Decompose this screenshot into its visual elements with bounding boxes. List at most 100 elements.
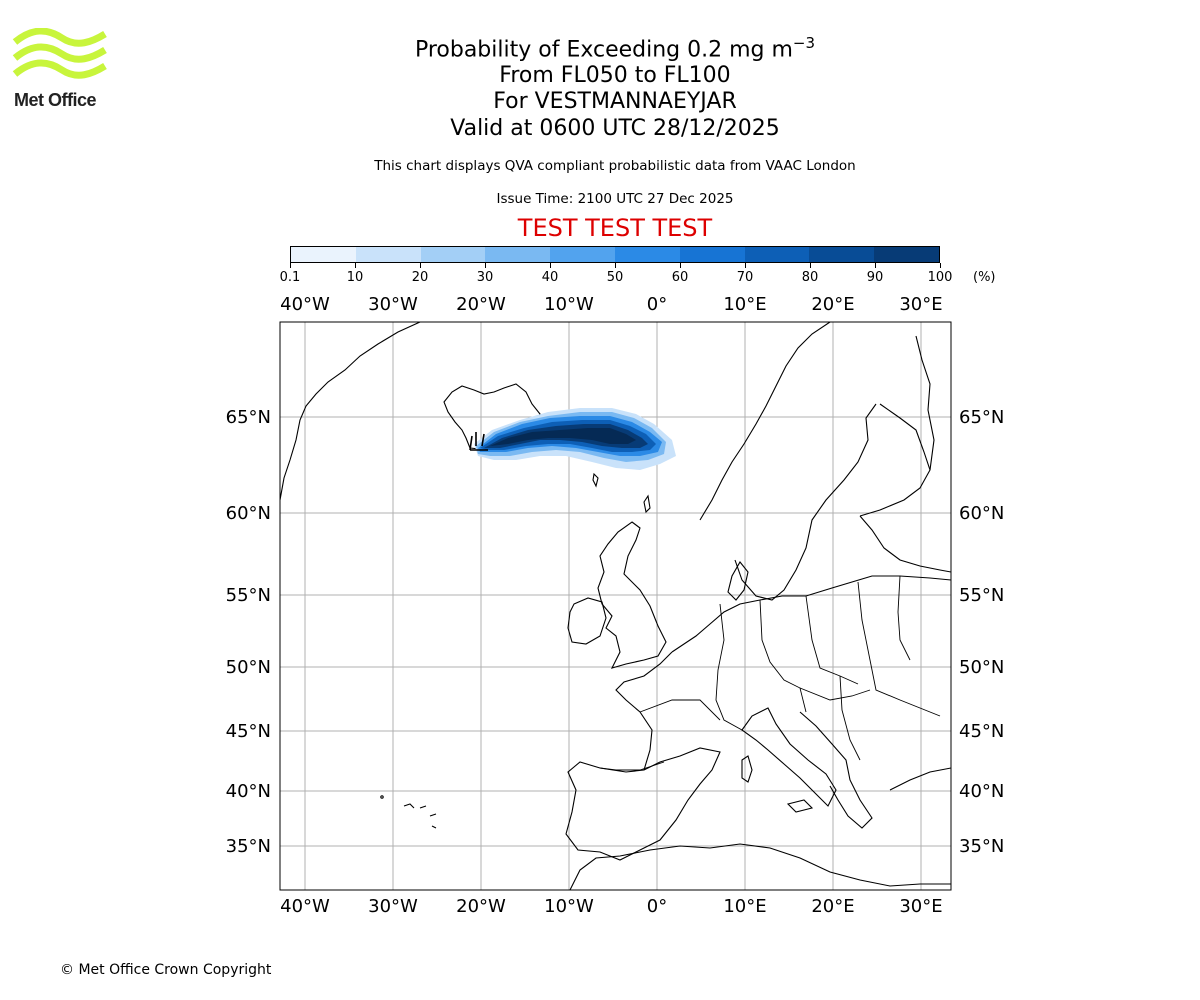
sicily xyxy=(786,799,814,813)
latitude-label: 55°N xyxy=(226,585,271,606)
colorbar-unit: (%) xyxy=(973,270,996,285)
latitude-label: 50°N xyxy=(959,657,1004,678)
greenland-coast xyxy=(280,322,421,501)
denmark-coast xyxy=(727,561,749,601)
test-banner: TEST TEST TEST xyxy=(517,214,713,242)
colorbar-segment xyxy=(291,247,356,262)
longitude-label: 20°E xyxy=(811,896,854,917)
longitude-label: 20°W xyxy=(456,896,506,917)
colorbar-tick xyxy=(745,263,746,268)
finland-east-border xyxy=(915,335,935,471)
scandinavia-coast xyxy=(699,322,831,521)
colorbar-segment xyxy=(744,247,810,262)
latitude-label: 50°N xyxy=(226,657,271,678)
colorbar-tick xyxy=(420,263,421,268)
title-line-3: For VESTMANNAEYJAR xyxy=(493,89,737,114)
latitude-label: 45°N xyxy=(226,721,271,742)
latitude-label: 60°N xyxy=(226,503,271,524)
colorbar-segment xyxy=(550,247,615,262)
great-britain-coast xyxy=(597,521,667,669)
logo-text: Met Office xyxy=(14,90,97,110)
azores-islands xyxy=(403,803,427,809)
title-line-4: Valid at 0600 UTC 28/12/2025 xyxy=(450,116,780,141)
colorbar-tick-label: 0.1 xyxy=(279,270,301,285)
colorbar-segment xyxy=(809,247,875,262)
colorbar-tick xyxy=(550,263,551,268)
longitude-label: 10°E xyxy=(723,294,766,315)
balkans-coast xyxy=(799,711,873,829)
longitude-label: 40°W xyxy=(280,896,330,917)
title-line-1: Probability of Exceeding 0.2 mg m−3 xyxy=(0,30,1200,63)
met-office-logo: Met Office xyxy=(12,27,110,114)
colorbar-tick xyxy=(875,263,876,268)
latitude-label: 65°N xyxy=(959,407,1004,428)
longitude-label: 30°W xyxy=(368,294,418,315)
colorbar-tick xyxy=(355,263,356,268)
plume-probability-band xyxy=(490,428,636,446)
colorbar xyxy=(290,246,940,263)
longitude-label: 10°E xyxy=(723,896,766,917)
colorbar-segment xyxy=(355,247,421,262)
shetland xyxy=(643,494,651,514)
latitude-label: 45°N xyxy=(959,721,1004,742)
longitude-label: 0° xyxy=(647,896,667,917)
north-africa-coast xyxy=(569,843,951,890)
longitude-label: 30°E xyxy=(899,294,942,315)
longitude-label: 20°E xyxy=(811,294,854,315)
colorbar-tick-label: 100 xyxy=(927,270,953,285)
longitude-label: 30°E xyxy=(899,896,942,917)
colorbar-segment xyxy=(874,247,939,262)
met-office-logo-waves xyxy=(12,27,107,79)
colorbar-tick xyxy=(485,263,486,268)
longitude-label: 30°W xyxy=(368,896,418,917)
france-coast xyxy=(615,651,673,771)
graticule xyxy=(280,322,951,890)
latitude-label: 40°N xyxy=(959,781,1004,802)
latitude-label: 55°N xyxy=(959,585,1004,606)
azores-island xyxy=(380,795,384,799)
colorbar-tick xyxy=(810,263,811,268)
colorbar-tick-label: 20 xyxy=(411,270,429,285)
finland-coast xyxy=(859,403,931,517)
baltic-coast xyxy=(859,515,951,573)
longitude-label: 10°W xyxy=(544,896,594,917)
turkey-coast xyxy=(889,767,951,791)
latitude-label: 35°N xyxy=(226,836,271,857)
colorbar-tick xyxy=(940,263,941,268)
chart-description: This chart displays QVA compliant probab… xyxy=(374,158,856,174)
italy-coast xyxy=(741,707,837,807)
colorbar-tick-label: 90 xyxy=(866,270,884,285)
longitude-label: 10°W xyxy=(544,294,594,315)
country-borders xyxy=(599,575,941,771)
colorbar-tick-label: 80 xyxy=(801,270,819,285)
sardinia xyxy=(741,755,753,783)
colorbar-tick-label: 10 xyxy=(346,270,364,285)
longitude-label: 0° xyxy=(647,294,667,315)
ash-plume xyxy=(474,408,676,470)
colorbar-tick xyxy=(290,263,291,268)
copyright: © Met Office Crown Copyright xyxy=(60,962,272,978)
iberia-coast xyxy=(565,747,721,861)
latitude-label: 35°N xyxy=(959,836,1004,857)
colorbar-tick-label: 50 xyxy=(606,270,624,285)
colorbar-tick-label: 40 xyxy=(541,270,559,285)
longitude-label: 40°W xyxy=(280,294,330,315)
latitude-label: 40°N xyxy=(226,781,271,802)
colorbar-segment xyxy=(420,247,486,262)
latitude-label: 60°N xyxy=(959,503,1004,524)
azores-islands-2 xyxy=(429,813,437,829)
colorbar-segment xyxy=(679,247,745,262)
sweden-coast xyxy=(734,403,877,601)
colorbar-tick-label: 60 xyxy=(671,270,689,285)
colorbar-segment xyxy=(614,247,680,262)
ireland-coast xyxy=(567,597,607,645)
map-frame xyxy=(279,321,952,891)
colorbar-tick xyxy=(615,263,616,268)
volcano-marker xyxy=(469,432,488,451)
longitude-label: 20°W xyxy=(456,294,506,315)
axis-labels: 40°W 40°W 30°W 30°W 20°W 20°W 10°W 10°W 0° 0° 10°E… xyxy=(226,294,1005,917)
title-line-2: From FL050 to FL100 xyxy=(499,63,731,88)
issue-time: Issue Time: 2100 UTC 27 Dec 2025 xyxy=(496,191,734,207)
colorbar-tick-label: 70 xyxy=(736,270,754,285)
